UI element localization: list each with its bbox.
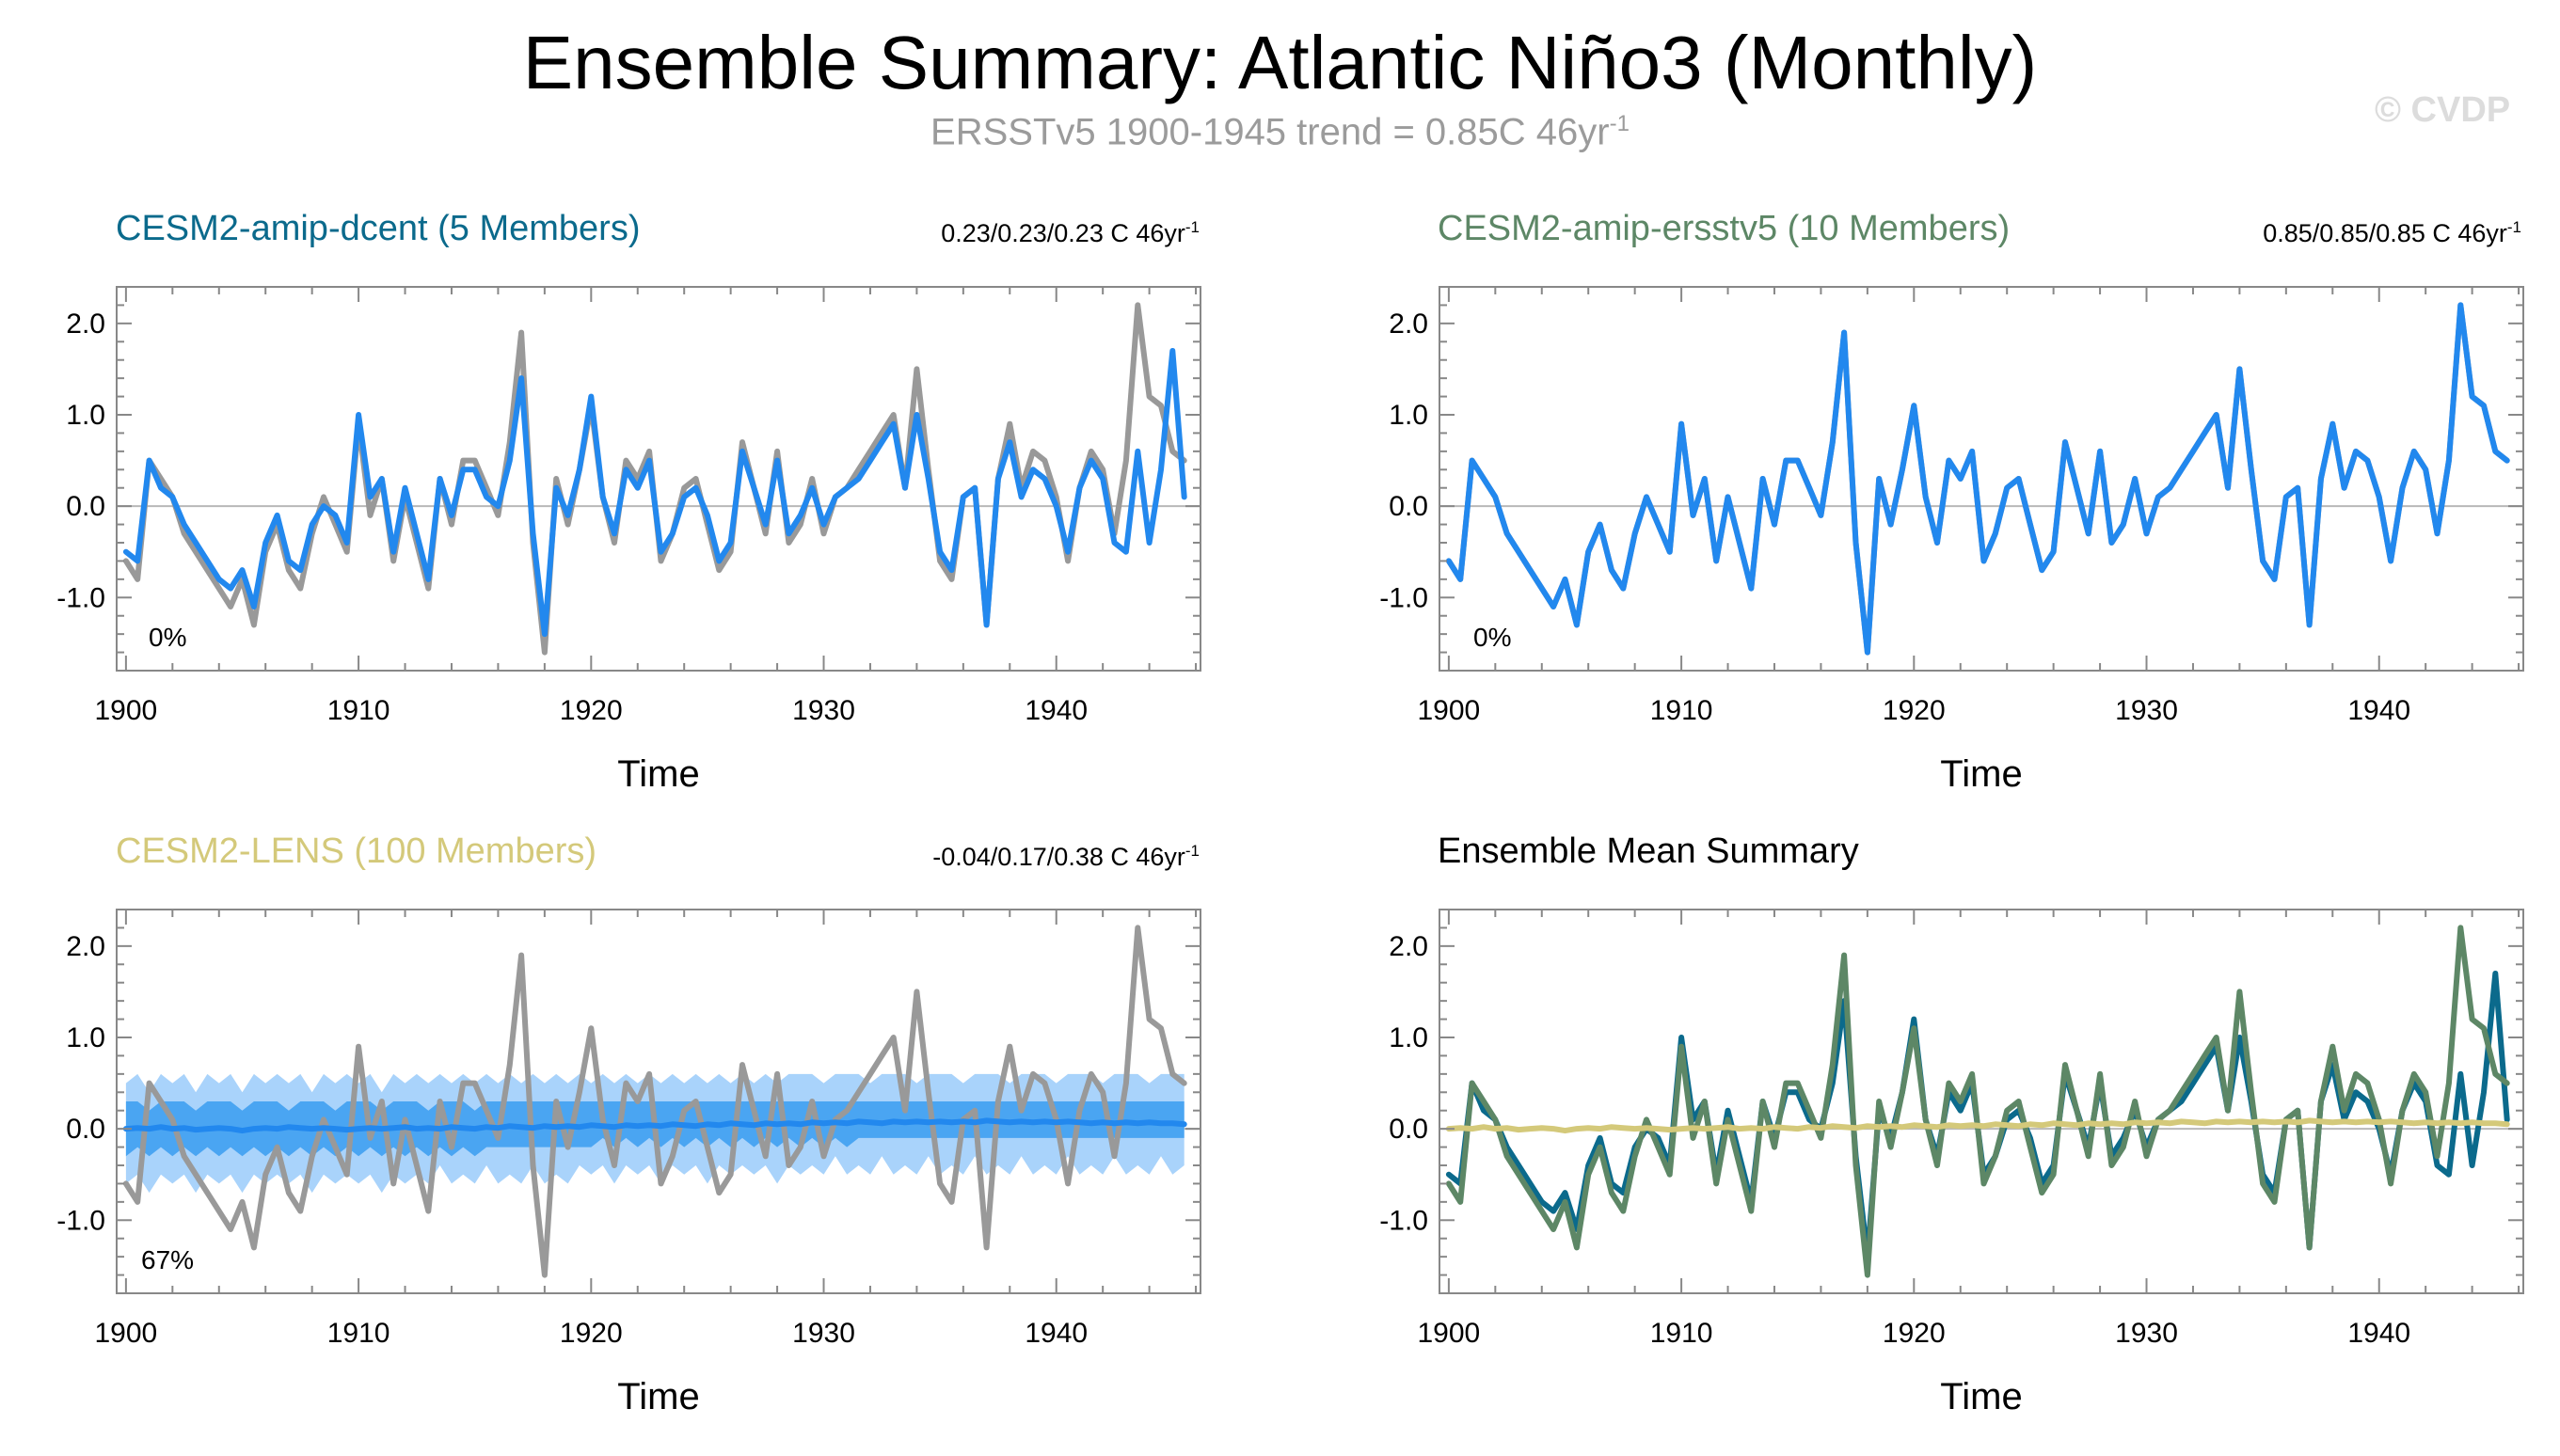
y-tick-label: -1.0	[56, 1205, 105, 1236]
panel-trend-ersstv5: 0.85/0.85/0.85 C 46yr-1	[2263, 218, 2521, 248]
y-tick-label: 2.0	[1389, 931, 1428, 962]
x-tick-label: 1930	[792, 1318, 855, 1349]
x-tick-label: 1910	[327, 695, 390, 726]
panel-3: -1.0 0.0 1.0 2.0 1900 1910 1920 1930 1940 Time	[56, 909, 1201, 1417]
trend-exponent: -1	[1185, 842, 1200, 860]
x-tick-label: 1940	[1025, 695, 1088, 726]
panel-trend-dcent: 0.23/0.23/0.23 C 46yr-1	[941, 218, 1200, 248]
subtitle-exponent: -1	[1609, 111, 1630, 136]
data-layer	[122, 925, 1187, 1278]
x-tick-label: 1940	[2347, 1318, 2410, 1349]
trend-exponent: -1	[1185, 218, 1200, 236]
trend-exponent: -1	[2506, 218, 2521, 236]
data-layer	[122, 302, 1187, 656]
panel-title-dcent: CESM2-amip-dcent (5 Members)	[116, 209, 641, 248]
x-axis-label: Time	[1940, 753, 2022, 795]
y-tick-label: 1.0	[66, 400, 105, 431]
data-layer	[1445, 302, 2510, 656]
x-tick-label: 1900	[95, 1318, 158, 1349]
panel-2: -1.0 0.0 1.0 2.0 1900 1910 1920 1930 1940 Time	[1379, 286, 2524, 795]
y-tick-label: 0.0	[66, 491, 105, 522]
x-tick-label: 1920	[1883, 695, 1946, 726]
x-axis-label: Time	[1940, 1376, 2022, 1417]
subtitle-text: ERSSTv5 1900-1945 trend = 0.85C 46yr	[930, 111, 1610, 153]
trend-text: 0.23/0.23/0.23 C 46yr	[941, 219, 1185, 247]
series-line-ersstv5-observations	[122, 925, 1187, 1278]
panel-title-lens: CESM2-LENS (100 Members)	[116, 831, 597, 871]
panel-percent-ersstv5: 0%	[1473, 623, 1512, 652]
x-tick-label: 1930	[792, 695, 855, 726]
y-tick-label: 0.0	[1389, 491, 1428, 522]
series-line-cesm2-amip-ersstv5	[1445, 925, 2510, 1278]
x-tick-label: 1900	[95, 695, 158, 726]
panel-percent-dcent: 0%	[149, 623, 187, 652]
x-tick-label: 1900	[1418, 695, 1481, 726]
x-tick-label: 1930	[2115, 1318, 2178, 1349]
series-line-ensemble-mean	[1445, 302, 2510, 656]
plot-frame	[116, 909, 1201, 1294]
x-tick-label: 1910	[1650, 695, 1713, 726]
y-tick-label: 1.0	[1389, 400, 1428, 431]
plot-frame	[116, 286, 1201, 672]
x-axis-label: Time	[617, 753, 699, 795]
y-tick-label: 2.0	[66, 931, 105, 962]
x-tick-label: 1940	[1025, 1318, 1088, 1349]
x-tick-label: 1920	[560, 1318, 623, 1349]
trend-text: -0.04/0.17/0.38 C 46yr	[932, 843, 1185, 871]
plot-frame	[1439, 286, 2524, 672]
panel-1: -1.0 0.0 1.0 2.0 1900 1910 1920 1930 1940 Time	[56, 286, 1201, 795]
y-tick-label: -1.0	[1379, 582, 1428, 613]
series-line-ensemble-mean	[122, 348, 1187, 638]
panel-percent-lens: 67%	[141, 1245, 195, 1274]
x-tick-label: 1910	[1650, 1318, 1713, 1349]
x-tick-label: 1930	[2115, 695, 2178, 726]
y-tick-label: 1.0	[1389, 1022, 1428, 1053]
figure-subtitle: ERSSTv5 1900-1945 trend = 0.85C 46yr-1	[0, 111, 2560, 153]
y-tick-label: 0.0	[1389, 1114, 1428, 1145]
y-tick-label: 2.0	[1389, 309, 1428, 340]
trend-text: 0.85/0.85/0.85 C 46yr	[2263, 219, 2507, 247]
panel-title-summary: Ensemble Mean Summary	[1438, 831, 1859, 871]
x-axis-label: Time	[617, 1376, 699, 1417]
series-line-ensemble-mean	[122, 1117, 1187, 1134]
panel-4: -1.0 0.0 1.0 2.0 1900 1910 1920 1930 1940 Time	[1379, 909, 2524, 1417]
y-tick-label: 1.0	[66, 1022, 105, 1053]
cvdp-watermark: © CVDP	[2375, 90, 2511, 130]
plot-frame	[1439, 909, 2524, 1294]
series-line-ersstv5-observations	[122, 302, 1187, 656]
x-tick-label: 1920	[1883, 1318, 1946, 1349]
series-line-cesm2-lens	[1445, 1117, 2510, 1134]
data-layer	[1445, 925, 2510, 1278]
x-tick-label: 1900	[1418, 1318, 1481, 1349]
y-tick-label: 0.0	[66, 1114, 105, 1145]
panel-title-ersstv5: CESM2-amip-ersstv5 (10 Members)	[1438, 209, 2011, 248]
y-tick-label: 2.0	[66, 309, 105, 340]
x-tick-label: 1910	[327, 1318, 390, 1349]
figure-title: Ensemble Summary: Atlantic Niño3 (Monthl…	[522, 21, 2038, 104]
y-tick-label: -1.0	[1379, 1205, 1428, 1236]
y-tick-label: -1.0	[56, 582, 105, 613]
panel-trend-lens: -0.04/0.17/0.38 C 46yr-1	[932, 842, 1200, 872]
x-tick-label: 1940	[2347, 695, 2410, 726]
x-tick-label: 1920	[560, 695, 623, 726]
